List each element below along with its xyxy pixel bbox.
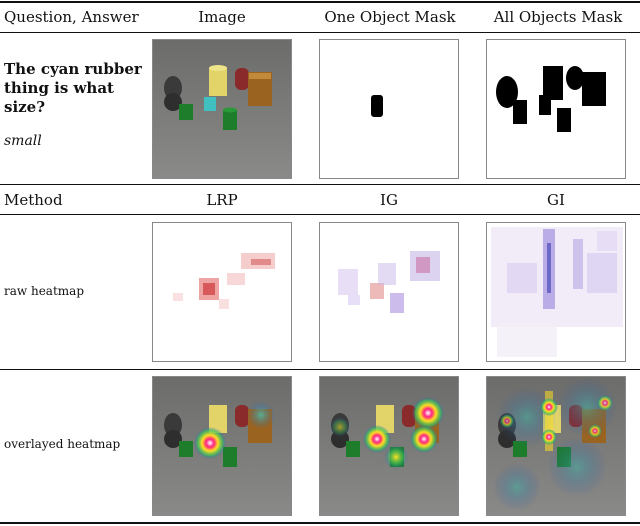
lrp-overlayed-heatmap: [152, 376, 292, 516]
header-ig: IG: [380, 191, 398, 209]
section-rule: [0, 184, 640, 185]
header-lrp: LRP: [206, 191, 238, 209]
row-label-raw-heatmap: raw heatmap: [4, 284, 84, 298]
row-label-overlayed-heatmap: overlayed heatmap: [4, 437, 121, 451]
header-method: Method: [4, 191, 63, 209]
answer-text: small: [4, 133, 42, 149]
header-one-object-mask: One Object Mask: [324, 8, 456, 26]
one-object-mask: [319, 39, 459, 179]
gi-overlayed-heatmap: [486, 376, 626, 516]
ig-overlayed-heatmap: [319, 376, 459, 516]
header-all-objects-mask: All Objects Mask: [493, 8, 623, 26]
question-text: The cyan rubber thing is what size?: [4, 60, 142, 116]
lrp-raw-heatmap: [152, 222, 292, 362]
ig-raw-heatmap: [319, 222, 459, 362]
scene-image: [152, 39, 292, 179]
header-image: Image: [198, 8, 246, 26]
bottom-rule: [0, 522, 640, 524]
row-rule: [0, 369, 640, 370]
header-rule-2: [0, 214, 640, 215]
header-rule-1: [0, 32, 640, 33]
header-question-answer: Question, Answer: [4, 8, 139, 26]
top-rule: [0, 1, 640, 3]
all-objects-mask: [486, 39, 626, 179]
gi-raw-heatmap: [486, 222, 626, 362]
header-gi: GI: [547, 191, 565, 209]
